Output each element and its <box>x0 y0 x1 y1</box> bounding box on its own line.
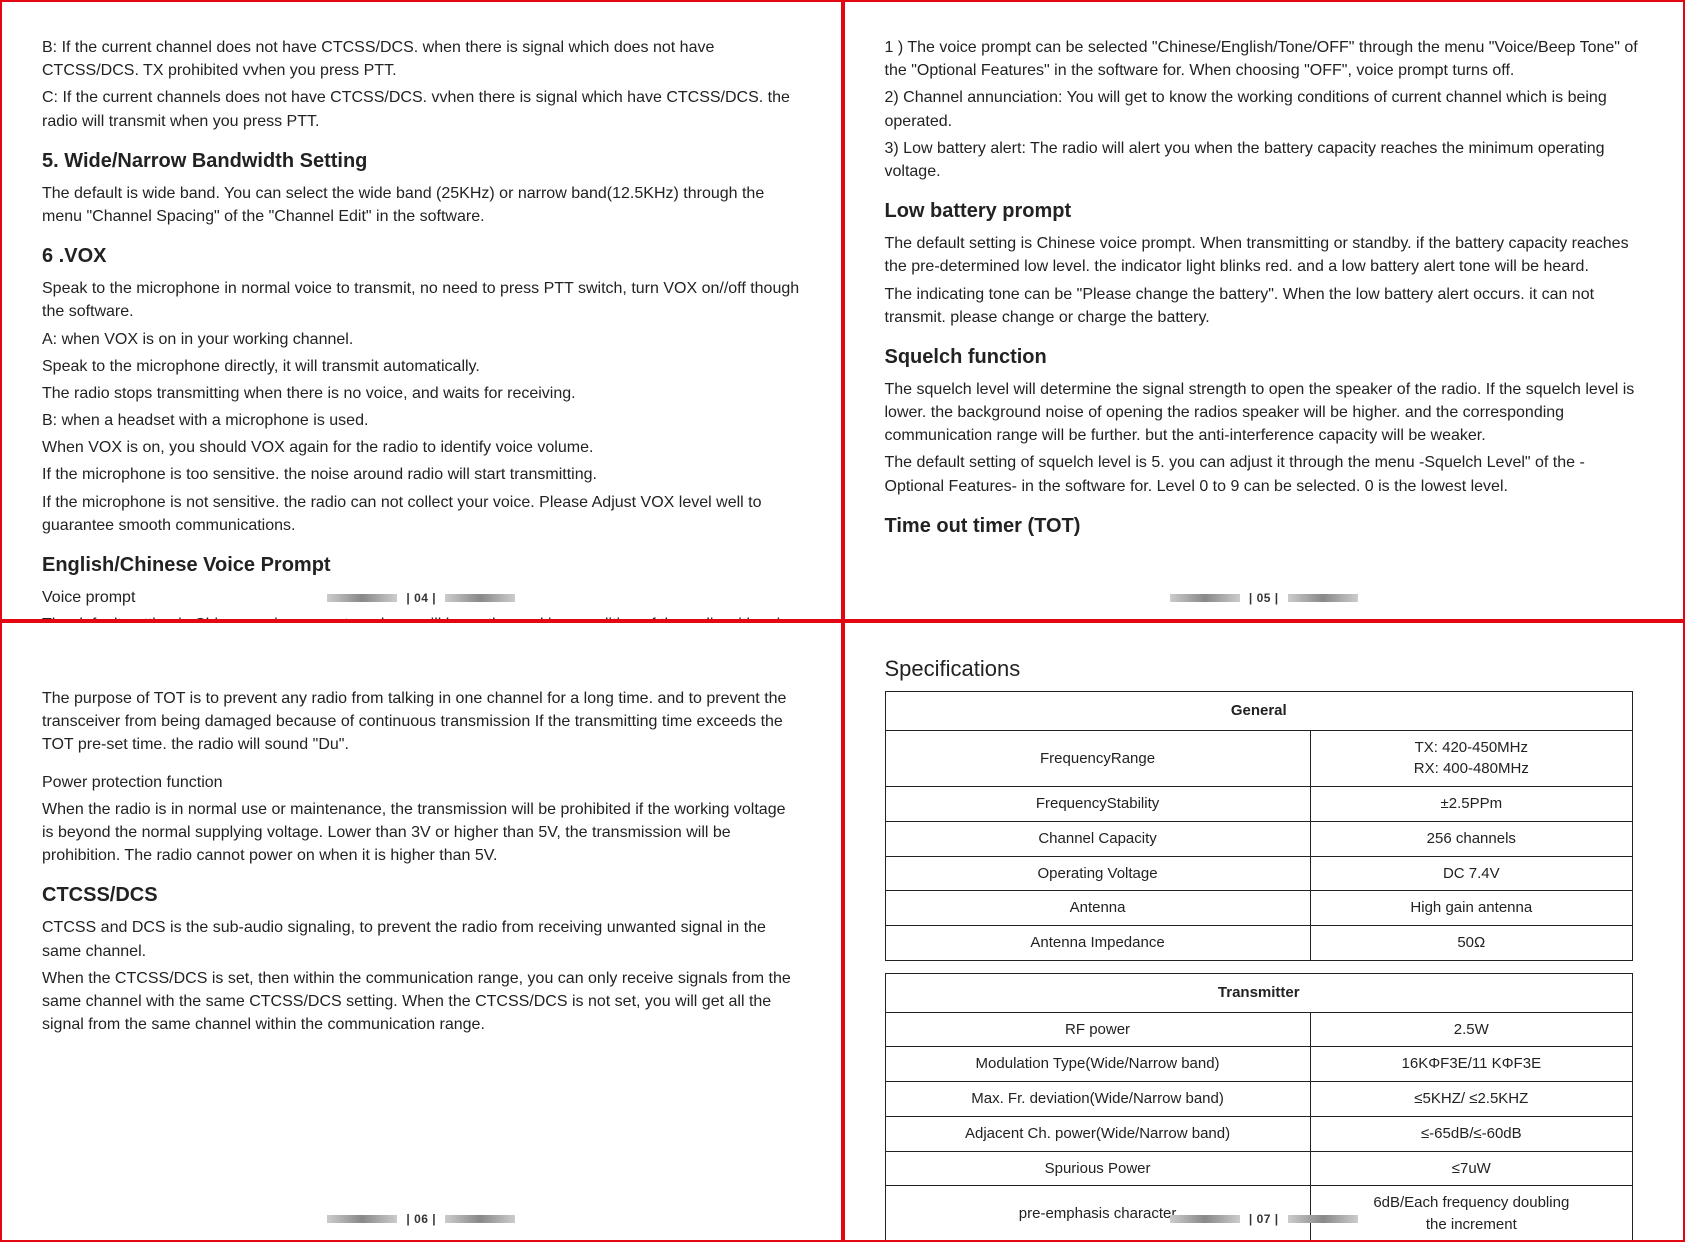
spec-label: Antenna <box>885 891 1310 926</box>
text: 3) Low battery alert: The radio will ale… <box>885 137 1644 183</box>
spec-label: FrequencyRange <box>885 730 1310 787</box>
text: C: If the current channels does not have… <box>42 86 801 132</box>
heading-squelch: Squelch function <box>885 343 1644 372</box>
page-content: The purpose of TOT is to prevent any rad… <box>42 653 801 1036</box>
page-footer: | 05 | <box>845 590 1684 605</box>
spec-value: High gain antenna <box>1310 891 1632 926</box>
table-row: Adjacent Ch. power(Wide/Narrow band)≤-65… <box>885 1116 1633 1151</box>
text: Speak to the microphone directly, it wil… <box>42 355 801 378</box>
text: 2) Channel annunciation: You will get to… <box>885 86 1644 132</box>
footer-bar-icon <box>445 1215 515 1223</box>
spec-label: FrequencyStability <box>885 787 1310 822</box>
text: The radio stops transmitting when there … <box>42 382 801 405</box>
text: B: If the current channel does not have … <box>42 36 801 82</box>
table-row: Antenna Impedance50Ω <box>885 926 1633 961</box>
table-section-transmitter: Transmitter <box>885 973 1633 1012</box>
table-row: Spurious Power≤7uW <box>885 1151 1633 1186</box>
page-04: B: If the current channel does not have … <box>0 0 843 621</box>
page-content: 1 ) The voice prompt can be selected "Ch… <box>885 36 1644 541</box>
page-content: B: If the current channel does not have … <box>42 36 801 621</box>
text: The squelch level will determine the sig… <box>885 378 1644 448</box>
footer-bar-icon <box>1170 594 1240 602</box>
page-number: | 05 | <box>1249 591 1279 605</box>
page-06: The purpose of TOT is to prevent any rad… <box>0 621 843 1242</box>
table-row: FrequencyStability±2.5PPm <box>885 787 1633 822</box>
footer-bar-icon <box>1288 594 1358 602</box>
spec-label: RF power <box>885 1012 1310 1047</box>
spec-value: 50Ω <box>1310 926 1632 961</box>
footer-bar-icon <box>327 594 397 602</box>
spec-label: Max. Fr. deviation(Wide/Narrow band) <box>885 1082 1310 1117</box>
text: The default setting of squelch level is … <box>885 451 1644 497</box>
spec-label: Modulation Type(Wide/Narrow band) <box>885 1047 1310 1082</box>
text: 1 ) The voice prompt can be selected "Ch… <box>885 36 1644 82</box>
spec-title: Specifications <box>885 653 1644 685</box>
table-row: Operating VoltageDC 7.4V <box>885 856 1633 891</box>
spec-value: TX: 420-450MHzRX: 400-480MHz <box>1310 730 1632 787</box>
footer-bar-icon <box>445 594 515 602</box>
page-05: 1 ) The voice prompt can be selected "Ch… <box>843 0 1685 621</box>
spec-label: Adjacent Ch. power(Wide/Narrow band) <box>885 1116 1310 1151</box>
spec-label: Operating Voltage <box>885 856 1310 891</box>
text: Power protection function <box>42 771 801 794</box>
page-07: Specifications General FrequencyRangeTX:… <box>843 621 1685 1242</box>
page-number: | 04 | <box>406 591 436 605</box>
table-row: FrequencyRangeTX: 420-450MHzRX: 400-480M… <box>885 730 1633 787</box>
text: A: when VOX is on in your working channe… <box>42 328 801 351</box>
spec-value: 2.5W <box>1310 1012 1632 1047</box>
page-footer: | 06 | <box>2 1211 841 1226</box>
text: The indicating tone can be "Please chang… <box>885 283 1644 329</box>
text: When VOX is on, you should VOX again for… <box>42 436 801 459</box>
page-number: | 06 | <box>406 1212 436 1226</box>
heading-voice-prompt: English/Chinese Voice Prompt <box>42 551 801 580</box>
text: If the microphone is too sensitive. the … <box>42 463 801 486</box>
footer-bar-icon <box>1288 1215 1358 1223</box>
table-row: Max. Fr. deviation(Wide/Narrow band)≤5KH… <box>885 1082 1633 1117</box>
spec-value: 256 channels <box>1310 821 1632 856</box>
spec-value: ≤-65dB/≤-60dB <box>1310 1116 1632 1151</box>
table-row: Channel Capacity256 channels <box>885 821 1633 856</box>
text: When the radio is in normal use or maint… <box>42 798 801 868</box>
spec-table: General FrequencyRangeTX: 420-450MHzRX: … <box>885 691 1634 1242</box>
text: CTCSS and DCS is the sub-audio signaling… <box>42 916 801 962</box>
text: The default setting is Chinese voice pro… <box>42 613 801 621</box>
footer-bar-icon <box>1170 1215 1240 1223</box>
page-footer: | 07 | <box>845 1211 1684 1226</box>
footer-bar-icon <box>327 1215 397 1223</box>
spec-value: ±2.5PPm <box>1310 787 1632 822</box>
table-row: RF power2.5W <box>885 1012 1633 1047</box>
table-row: Modulation Type(Wide/Narrow band)16KΦF3E… <box>885 1047 1633 1082</box>
text: B: when a headset with a microphone is u… <box>42 409 801 432</box>
page-number: | 07 | <box>1249 1212 1279 1226</box>
spec-value: DC 7.4V <box>1310 856 1632 891</box>
heading-bandwidth: 5. Wide/Narrow Bandwidth Setting <box>42 147 801 176</box>
heading-tot: Time out timer (TOT) <box>885 512 1644 541</box>
spec-value: 16KΦF3E/11 KΦF3E <box>1310 1047 1632 1082</box>
heading-low-battery: Low battery prompt <box>885 197 1644 226</box>
heading-ctcss: CTCSS/DCS <box>42 881 801 910</box>
table-section-general: General <box>885 691 1633 730</box>
spec-label: Channel Capacity <box>885 821 1310 856</box>
text: The default is wide band. You can select… <box>42 182 801 228</box>
text: Speak to the microphone in normal voice … <box>42 277 801 323</box>
page-footer: | 04 | <box>2 590 841 605</box>
table-row: AntennaHigh gain antenna <box>885 891 1633 926</box>
text: The default setting is Chinese voice pro… <box>885 232 1644 278</box>
text: The purpose of TOT is to prevent any rad… <box>42 687 801 757</box>
spec-value: ≤5KHZ/ ≤2.5KHZ <box>1310 1082 1632 1117</box>
text: When the CTCSS/DCS is set, then within t… <box>42 967 801 1037</box>
spec-label: Antenna Impedance <box>885 926 1310 961</box>
text: If the microphone is not sensitive. the … <box>42 491 801 537</box>
spec-value: ≤7uW <box>1310 1151 1632 1186</box>
heading-vox: 6 .VOX <box>42 242 801 271</box>
spec-label: Spurious Power <box>885 1151 1310 1186</box>
page-content: Specifications General FrequencyRangeTX:… <box>885 653 1644 1242</box>
